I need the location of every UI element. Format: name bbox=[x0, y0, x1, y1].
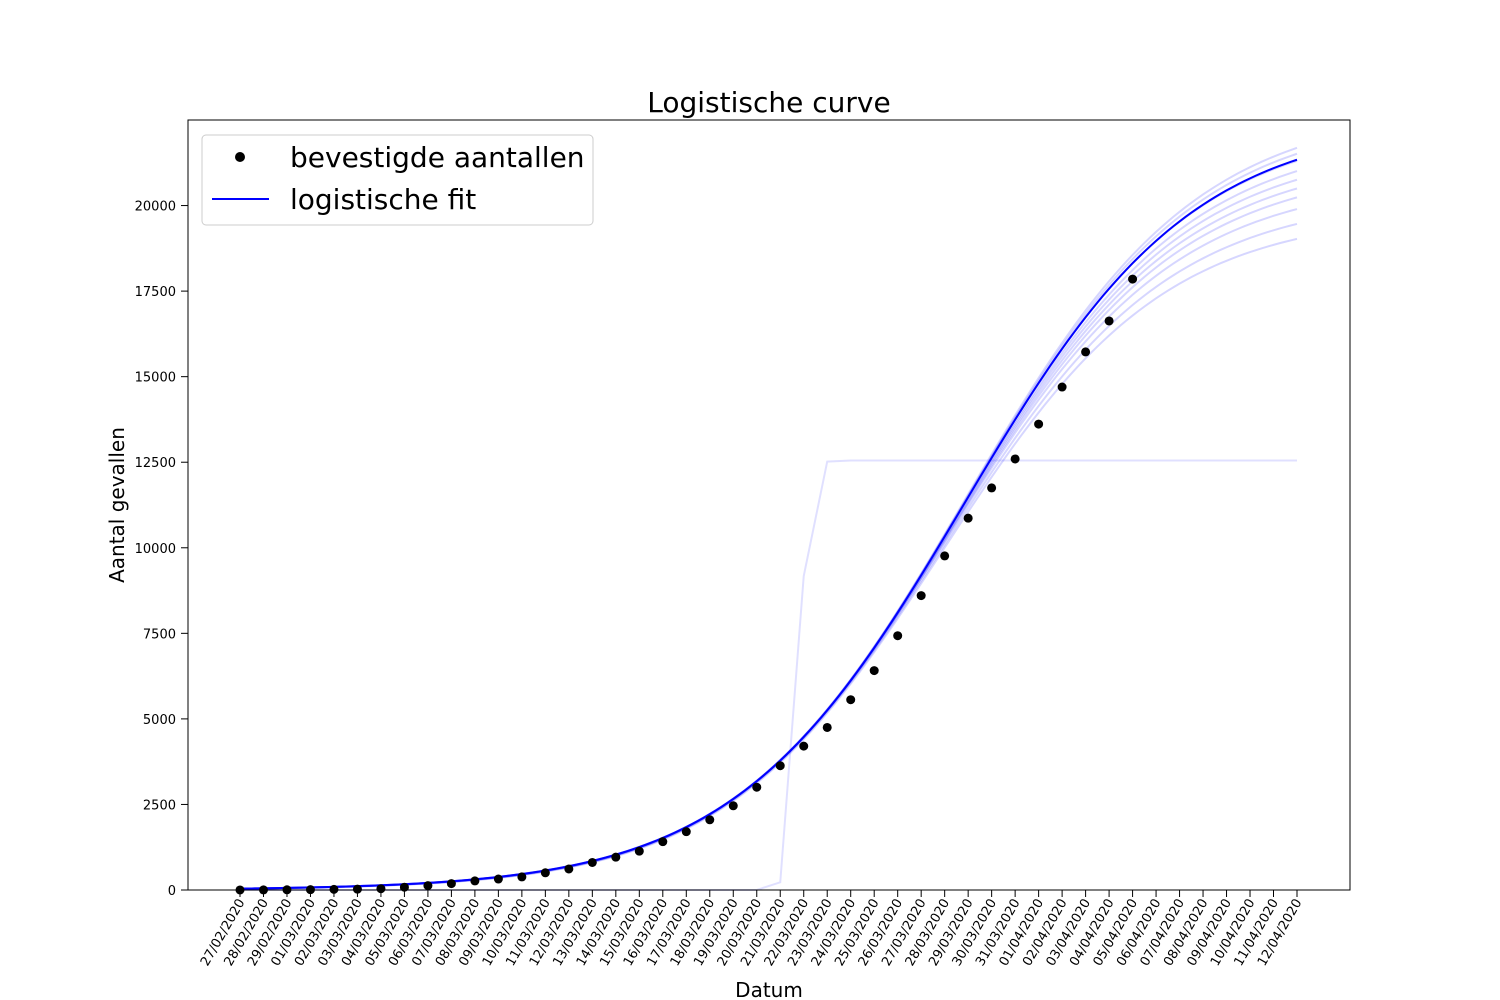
data-point bbox=[846, 695, 856, 705]
data-point bbox=[799, 741, 809, 751]
data-point bbox=[752, 782, 762, 792]
data-point bbox=[376, 884, 386, 894]
data-point bbox=[352, 884, 362, 894]
data-point bbox=[728, 801, 738, 811]
legend-marker-points bbox=[235, 152, 245, 162]
legend: bevestigde aantallen logistische fit bbox=[201, 134, 594, 226]
data-point bbox=[916, 591, 926, 601]
legend-frame bbox=[201, 134, 594, 226]
data-point bbox=[1081, 347, 1091, 357]
x-axis-label: Datum bbox=[735, 978, 803, 1000]
data-point bbox=[1034, 419, 1044, 429]
plot-area bbox=[235, 146, 1298, 895]
legend-label-points: bevestigde aantallen bbox=[290, 141, 585, 174]
data-point bbox=[564, 864, 574, 874]
data-point bbox=[1057, 382, 1067, 392]
data-point bbox=[1104, 316, 1114, 326]
data-point bbox=[517, 872, 527, 882]
data-point bbox=[446, 879, 456, 889]
data-point bbox=[423, 881, 433, 891]
data-point bbox=[329, 884, 339, 894]
legend-label-fit: logistische fit bbox=[290, 183, 476, 216]
y-axis: 0 2500 5000 7500 10000 12500 15000 17500 20000 bbox=[135, 200, 188, 899]
data-point bbox=[940, 551, 950, 561]
y-tick-label: 12500 bbox=[135, 456, 176, 471]
y-tick-label: 15000 bbox=[135, 371, 176, 386]
data-point bbox=[493, 874, 503, 884]
y-axis-label: Aantal gevallen bbox=[105, 427, 129, 583]
data-point bbox=[658, 837, 668, 847]
y-tick-label: 0 bbox=[168, 884, 176, 899]
y-tick-label: 2500 bbox=[143, 798, 176, 813]
y-tick-label: 17500 bbox=[135, 285, 176, 300]
fit-curve-layer bbox=[239, 158, 1298, 890]
x-axis: 27/02/202028/02/202029/02/202001/03/2020… bbox=[198, 890, 1305, 969]
y-tick-label: 7500 bbox=[143, 627, 176, 642]
plot-frame bbox=[187, 119, 1351, 891]
data-point bbox=[681, 827, 691, 837]
data-point bbox=[822, 722, 832, 732]
data-point bbox=[470, 876, 480, 886]
fit-curve bbox=[239, 158, 1298, 890]
data-point bbox=[1010, 454, 1020, 464]
data-point bbox=[587, 857, 597, 867]
data-point bbox=[1128, 274, 1138, 284]
data-point bbox=[399, 882, 409, 892]
data-point bbox=[540, 868, 550, 878]
data-point bbox=[893, 631, 903, 641]
data-point bbox=[963, 513, 973, 523]
y-tick-label: 5000 bbox=[143, 713, 176, 728]
data-point bbox=[611, 852, 621, 862]
data-point bbox=[775, 761, 785, 771]
y-tick-label: 20000 bbox=[135, 200, 176, 215]
data-point bbox=[869, 666, 879, 676]
data-points bbox=[235, 274, 1138, 895]
data-point bbox=[634, 846, 644, 856]
data-point bbox=[705, 815, 715, 825]
chart-title: Logistische curve bbox=[647, 86, 890, 119]
y-tick-label: 10000 bbox=[135, 542, 176, 557]
data-point bbox=[987, 483, 997, 493]
